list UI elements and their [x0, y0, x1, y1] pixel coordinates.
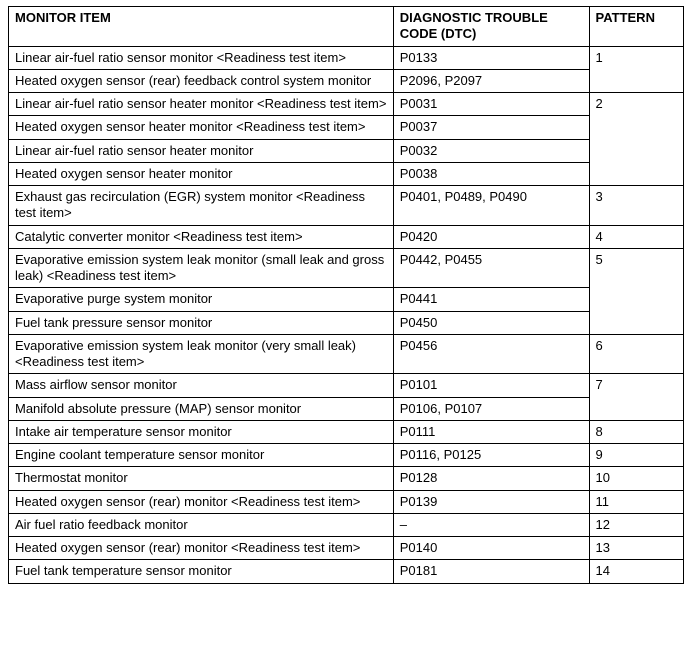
table-row: Thermostat monitorP012810 — [9, 467, 684, 490]
cell-monitor: Evaporative purge system monitor — [9, 288, 394, 311]
page: MONITOR ITEM DIAGNOSTIC TROUBLE CODE (DT… — [0, 0, 692, 596]
cell-pattern: 14 — [589, 560, 684, 583]
table-row: Engine coolant temperature sensor monito… — [9, 444, 684, 467]
cell-monitor: Fuel tank temperature sensor monitor — [9, 560, 394, 583]
table-row: Evaporative purge system monitorP0441 — [9, 288, 684, 311]
table-row: Evaporative emission system leak monitor… — [9, 334, 684, 374]
cell-dtc: – — [393, 513, 589, 536]
cell-monitor: Linear air-fuel ratio sensor heater moni… — [9, 139, 394, 162]
cell-monitor: Heated oxygen sensor heater monitor <Rea… — [9, 116, 394, 139]
cell-dtc: P2096, P2097 — [393, 69, 589, 92]
table-row: Evaporative emission system leak monitor… — [9, 248, 684, 288]
cell-dtc: P0442, P0455 — [393, 248, 589, 288]
table-row: Air fuel ratio feedback monitor–12 — [9, 513, 684, 536]
cell-monitor: Air fuel ratio feedback monitor — [9, 513, 394, 536]
cell-monitor: Mass airflow sensor monitor — [9, 374, 394, 397]
cell-pattern: 1 — [589, 46, 684, 93]
table-row: Fuel tank pressure sensor monitorP0450 — [9, 311, 684, 334]
cell-dtc: P0140 — [393, 537, 589, 560]
cell-monitor: Intake air temperature sensor monitor — [9, 420, 394, 443]
table-row: Heated oxygen sensor heater monitor <Rea… — [9, 116, 684, 139]
table-row: Heated oxygen sensor (rear) feedback con… — [9, 69, 684, 92]
table-row: Exhaust gas recirculation (EGR) system m… — [9, 186, 684, 226]
cell-pattern: 3 — [589, 186, 684, 226]
table-row: Linear air-fuel ratio sensor heater moni… — [9, 139, 684, 162]
cell-dtc: P0450 — [393, 311, 589, 334]
cell-monitor: Manifold absolute pressure (MAP) sensor … — [9, 397, 394, 420]
table-row: Linear air-fuel ratio sensor monitor <Re… — [9, 46, 684, 69]
table-row: Manifold absolute pressure (MAP) sensor … — [9, 397, 684, 420]
cell-pattern: 12 — [589, 513, 684, 536]
cell-pattern: 8 — [589, 420, 684, 443]
cell-dtc: P0456 — [393, 334, 589, 374]
cell-dtc: P0037 — [393, 116, 589, 139]
cell-dtc: P0031 — [393, 93, 589, 116]
cell-monitor: Linear air-fuel ratio sensor monitor <Re… — [9, 46, 394, 69]
cell-dtc: P0032 — [393, 139, 589, 162]
cell-monitor: Heated oxygen sensor heater monitor — [9, 162, 394, 185]
cell-monitor: Engine coolant temperature sensor monito… — [9, 444, 394, 467]
cell-pattern: 11 — [589, 490, 684, 513]
cell-dtc: P0181 — [393, 560, 589, 583]
table-row: Heated oxygen sensor (rear) monitor <Rea… — [9, 490, 684, 513]
cell-pattern: 13 — [589, 537, 684, 560]
col-header-pattern: PATTERN — [589, 7, 684, 47]
table-row: Intake air temperature sensor monitorP01… — [9, 420, 684, 443]
cell-monitor: Evaporative emission system leak monitor… — [9, 248, 394, 288]
cell-monitor: Heated oxygen sensor (rear) monitor <Rea… — [9, 537, 394, 560]
cell-dtc: P0441 — [393, 288, 589, 311]
cell-dtc: P0038 — [393, 162, 589, 185]
cell-monitor: Exhaust gas recirculation (EGR) system m… — [9, 186, 394, 226]
cell-dtc: P0111 — [393, 420, 589, 443]
cell-dtc: P0133 — [393, 46, 589, 69]
col-header-monitor: MONITOR ITEM — [9, 7, 394, 47]
table-row: Catalytic converter monitor <Readiness t… — [9, 225, 684, 248]
table-body: Linear air-fuel ratio sensor monitor <Re… — [9, 46, 684, 583]
cell-pattern: 2 — [589, 93, 684, 186]
table-row: Linear air-fuel ratio sensor heater moni… — [9, 93, 684, 116]
cell-monitor: Evaporative emission system leak monitor… — [9, 334, 394, 374]
cell-monitor: Catalytic converter monitor <Readiness t… — [9, 225, 394, 248]
cell-dtc: P0106, P0107 — [393, 397, 589, 420]
table-row: Heated oxygen sensor (rear) monitor <Rea… — [9, 537, 684, 560]
cell-dtc: P0420 — [393, 225, 589, 248]
table-header: MONITOR ITEM DIAGNOSTIC TROUBLE CODE (DT… — [9, 7, 684, 47]
cell-pattern: 5 — [589, 248, 684, 334]
col-header-dtc: DIAGNOSTIC TROUBLE CODE (DTC) — [393, 7, 589, 47]
table-header-row: MONITOR ITEM DIAGNOSTIC TROUBLE CODE (DT… — [9, 7, 684, 47]
cell-dtc: P0116, P0125 — [393, 444, 589, 467]
cell-monitor: Heated oxygen sensor (rear) feedback con… — [9, 69, 394, 92]
cell-dtc: P0139 — [393, 490, 589, 513]
cell-monitor: Linear air-fuel ratio sensor heater moni… — [9, 93, 394, 116]
cell-monitor: Heated oxygen sensor (rear) monitor <Rea… — [9, 490, 394, 513]
table-row: Heated oxygen sensor heater monitorP0038 — [9, 162, 684, 185]
cell-pattern: 10 — [589, 467, 684, 490]
cell-pattern: 7 — [589, 374, 684, 421]
table-row: Mass airflow sensor monitorP01017 — [9, 374, 684, 397]
cell-dtc: P0401, P0489, P0490 — [393, 186, 589, 226]
cell-pattern: 4 — [589, 225, 684, 248]
cell-monitor: Thermostat monitor — [9, 467, 394, 490]
cell-monitor: Fuel tank pressure sensor monitor — [9, 311, 394, 334]
cell-pattern: 9 — [589, 444, 684, 467]
cell-dtc: P0101 — [393, 374, 589, 397]
cell-pattern: 6 — [589, 334, 684, 374]
table-row: Fuel tank temperature sensor monitorP018… — [9, 560, 684, 583]
cell-dtc: P0128 — [393, 467, 589, 490]
dtc-table: MONITOR ITEM DIAGNOSTIC TROUBLE CODE (DT… — [8, 6, 684, 584]
